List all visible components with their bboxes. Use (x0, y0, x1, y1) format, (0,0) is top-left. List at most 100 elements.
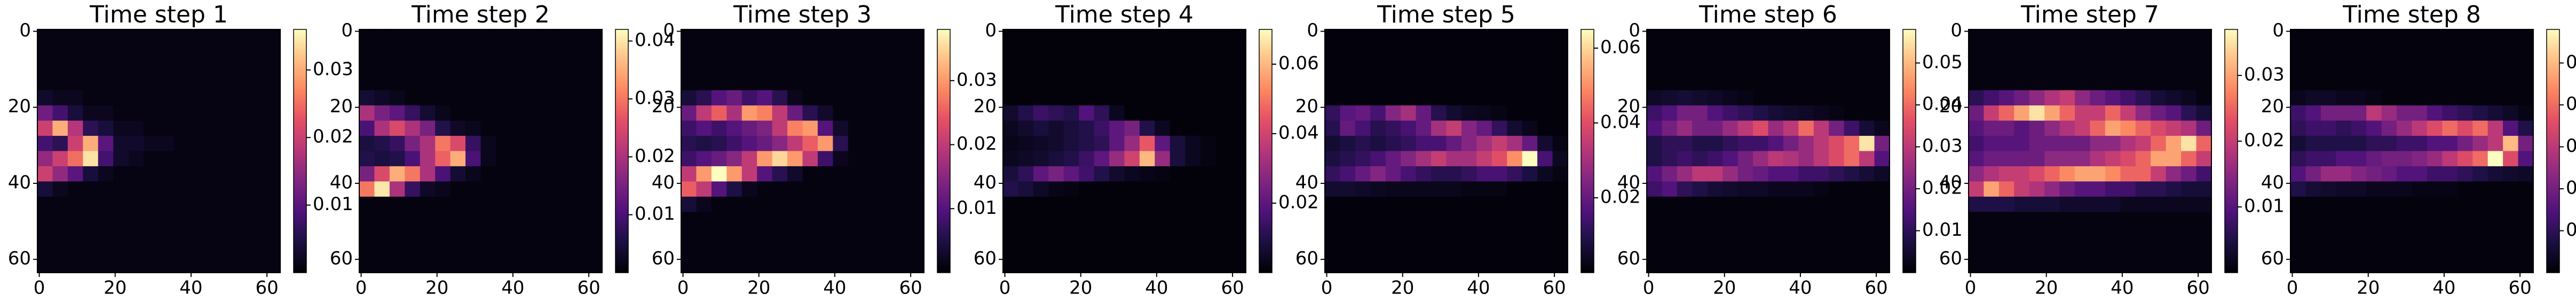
heatmap-cell (1431, 120, 1447, 136)
heatmap-cell (450, 181, 466, 197)
heatmap-cell (1431, 196, 1447, 212)
heatmap-cell (1692, 29, 1708, 45)
heatmap-cell (2181, 29, 2197, 45)
heatmap-cell (83, 44, 99, 60)
heatmap-cell (1798, 257, 1814, 273)
heatmap-cell (219, 242, 235, 258)
heatmap-cell (1476, 120, 1492, 136)
heatmap-cell (1018, 196, 1034, 212)
x-tick-label: 40 (2111, 277, 2134, 299)
heatmap-cell (1003, 44, 1019, 60)
heatmap-cell (1998, 196, 2014, 212)
heatmap-cell (2151, 44, 2167, 60)
heatmap-cell (144, 120, 160, 136)
heatmap-cell (2381, 181, 2397, 197)
heatmap-cell (1692, 227, 1708, 243)
heatmap-cell (1063, 105, 1079, 121)
heatmap-cell (67, 105, 83, 121)
heatmap-cell (681, 75, 697, 91)
heatmap-cell (113, 257, 129, 273)
heatmap-cell (2014, 105, 2030, 121)
heatmap-cell (1984, 227, 2000, 243)
heatmap-cell (1385, 151, 1401, 167)
heatmap-cell (802, 105, 818, 121)
heatmap-cell (2336, 181, 2352, 197)
heatmap-cell (2472, 227, 2488, 243)
heatmap-cell (1844, 105, 1860, 121)
heatmap-cell (128, 242, 144, 258)
heatmap-cell (144, 29, 160, 45)
heatmap-cell (2090, 181, 2106, 197)
heatmap-cell (1325, 196, 1341, 212)
heatmap-cell (37, 90, 53, 106)
heatmap-cell (2320, 105, 2336, 121)
heatmap-cell (1522, 75, 1538, 91)
heatmap-cell (144, 151, 160, 167)
y-tick-label: 0 (341, 20, 353, 41)
heatmap-cell (128, 212, 144, 228)
heatmap-cell (1079, 212, 1095, 228)
heatmap-cell (2397, 227, 2413, 243)
heatmap-cell (681, 59, 697, 75)
heatmap-cell (219, 29, 235, 45)
heatmap-cell (1003, 90, 1019, 106)
heatmap-cell (52, 29, 68, 45)
heatmap-cell (1416, 44, 1432, 60)
heatmap-cell (817, 90, 833, 106)
heatmap-cell (1094, 212, 1110, 228)
heatmap-cell (526, 105, 542, 121)
heatmap-cell (2290, 75, 2306, 91)
heatmap-cell (420, 212, 436, 228)
heatmap-cell (1647, 75, 1663, 91)
heatmap-cell (1798, 59, 1814, 75)
heatmap-cell (495, 29, 511, 45)
heatmap-cell (2059, 257, 2075, 273)
heatmap-cell (1707, 212, 1723, 228)
heatmap-cell (37, 257, 53, 273)
heatmap-cell (2472, 181, 2488, 197)
heatmap-cell (2381, 166, 2397, 182)
heatmap-cell (711, 44, 727, 60)
heatmap-cell (450, 151, 466, 167)
heatmap-cell (1692, 196, 1708, 212)
title: Time step 7 (2020, 1, 2159, 28)
heatmap-cell (2135, 151, 2151, 167)
heatmap-cell (2305, 227, 2321, 243)
heatmap-cell (1874, 44, 1890, 60)
heatmap-cell (787, 59, 803, 75)
heatmap-cell (1215, 136, 1231, 152)
heatmap-cell (1003, 29, 1019, 45)
heatmap-cell (2336, 166, 2352, 182)
heatmap-cell (2135, 196, 2151, 212)
heatmap-cell (1370, 257, 1386, 273)
heatmap-cell (802, 212, 818, 228)
heatmap-cell (863, 242, 879, 258)
heatmap-cell (2457, 227, 2473, 243)
x-tick-label: 60 (255, 277, 278, 299)
heatmap-cell (1200, 136, 1216, 152)
heatmap-cell (1033, 105, 1049, 121)
heatmap-cell (2320, 59, 2336, 75)
heatmap-cell (67, 44, 83, 60)
heatmap-cell (189, 90, 205, 106)
heatmap-cell (1048, 136, 1064, 152)
heatmap-cell (173, 59, 189, 75)
heatmap-cell (1677, 44, 1693, 60)
heatmap-cell (541, 90, 557, 106)
heatmap-cell (144, 181, 160, 197)
heatmap-cell (98, 75, 114, 91)
heatmap-cell (495, 212, 511, 228)
heatmap-cell (908, 75, 924, 91)
x-tick-label: 20 (1713, 277, 1736, 299)
heatmap-cell (1139, 75, 1155, 91)
heatmap-cell (1647, 105, 1663, 121)
heatmap-cell (2442, 257, 2458, 273)
heatmap-cell (144, 257, 160, 273)
heatmap-cell (1416, 29, 1432, 45)
heatmap-cell (2351, 212, 2367, 228)
heatmap-cell (1048, 227, 1064, 243)
heatmap-cell (1416, 257, 1432, 273)
heatmap-cell (894, 212, 910, 228)
heatmap-cell (98, 120, 114, 136)
heatmap-cell (98, 59, 114, 75)
